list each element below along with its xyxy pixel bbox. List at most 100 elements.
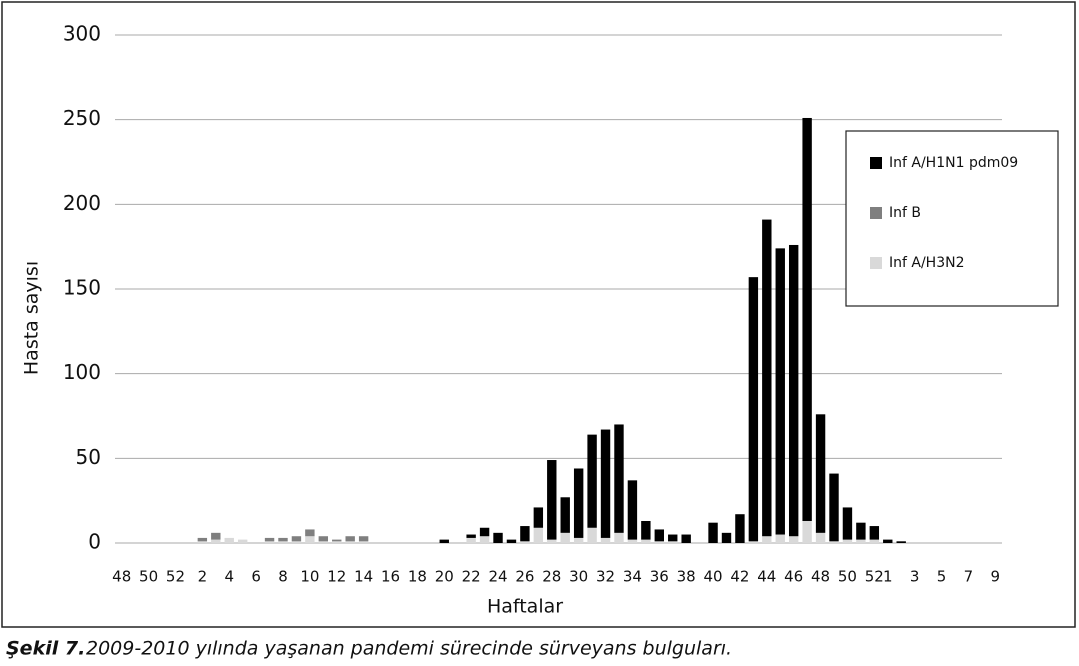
x-tick-label: 5	[937, 568, 947, 586]
bar-segment	[332, 541, 342, 543]
legend-label: Inf B	[889, 205, 921, 221]
bar-segment	[305, 536, 315, 543]
bar-segment	[278, 541, 288, 543]
bar-segment	[775, 248, 785, 535]
x-tick-label: 10	[300, 568, 319, 586]
bar-segment	[533, 507, 544, 528]
y-tick-label: 50	[76, 445, 101, 469]
bar-segment	[358, 536, 369, 542]
y-tick-label: 100	[63, 360, 101, 384]
legend-swatch	[870, 257, 882, 269]
bar-segment	[668, 534, 678, 542]
x-tick-label: 9	[991, 568, 1001, 586]
bar-segment	[869, 526, 880, 540]
bar-segment	[815, 532, 826, 543]
y-tick-label: 0	[88, 530, 101, 554]
bar-segment	[332, 539, 342, 542]
x-tick-label: 24	[488, 568, 507, 586]
x-tick-label: 28	[542, 568, 561, 586]
bar-segment	[547, 460, 557, 540]
x-tick-label: 3	[910, 568, 920, 586]
bar-segment	[654, 529, 664, 542]
bar-segment	[856, 539, 866, 543]
x-tick-label: 34	[623, 568, 642, 586]
bar-segment	[345, 536, 355, 542]
x-tick-label: 38	[677, 568, 696, 586]
bar-segment	[520, 541, 530, 543]
x-tick-label: 48	[811, 568, 830, 586]
bar-segment	[869, 539, 880, 543]
bar-segment	[681, 534, 691, 543]
x-tick-label: 48	[112, 568, 131, 586]
x-tick-label: 12	[327, 568, 346, 586]
bar-segment	[614, 424, 624, 533]
bar-segment	[493, 532, 503, 543]
bar-segment	[291, 536, 302, 542]
bar-segment	[197, 537, 208, 542]
bar-segment	[600, 429, 611, 538]
y-tick-label: 200	[63, 191, 101, 215]
bar-segment	[211, 532, 221, 540]
bar-segment	[439, 539, 449, 543]
bar-segment	[600, 537, 611, 543]
x-tick-label: 46	[784, 568, 803, 586]
bar-segment	[815, 414, 826, 533]
bar-segment	[587, 434, 597, 528]
bar-segment	[896, 541, 906, 543]
bar-segment	[560, 497, 570, 533]
bar-segment	[829, 541, 839, 543]
bar-segment	[237, 539, 248, 543]
bar-segment	[224, 537, 234, 543]
bar-segment	[278, 537, 288, 542]
bar-segment	[829, 473, 839, 542]
bar-segment	[291, 541, 302, 543]
caption: 2009-2010 yılında yaşanan pandemi süreci…	[86, 638, 732, 660]
caption-label: Şekil 7.	[6, 638, 85, 660]
bar-segment	[318, 536, 329, 542]
bar-segment	[345, 541, 355, 543]
bar-segment	[788, 536, 799, 543]
y-tick-label: 250	[63, 106, 101, 130]
x-tick-label: 32	[596, 568, 615, 586]
x-tick-label: 18	[408, 568, 427, 586]
bar-segment	[856, 522, 866, 540]
bar-segment	[318, 541, 329, 543]
bar-segment	[466, 534, 476, 538]
x-tick-label: 16	[381, 568, 400, 586]
x-tick-label: 1	[883, 568, 893, 586]
x-tick-label: 20	[435, 568, 454, 586]
bar-segment	[748, 277, 759, 542]
x-tick-label: 2	[198, 568, 208, 586]
bar-segment	[842, 507, 853, 540]
x-tick-label: 44	[757, 568, 776, 586]
y-tick-label: 300	[63, 22, 101, 46]
legend-swatch	[870, 207, 882, 219]
x-tick-label: 30	[569, 568, 588, 586]
bar-segment	[721, 532, 732, 543]
bar-segment	[614, 532, 624, 543]
bar-segment	[762, 219, 772, 537]
x-tick-label: 42	[730, 568, 749, 586]
bar-segment	[668, 541, 678, 543]
bar-segment	[735, 514, 745, 543]
x-tick-label: 26	[515, 568, 534, 586]
x-tick-label: 50	[838, 568, 857, 586]
bar-segment	[587, 527, 597, 543]
bar-segment	[762, 536, 772, 543]
bar-segment	[573, 468, 584, 538]
x-tick-label: 50	[139, 568, 158, 586]
bar-segment	[883, 539, 893, 543]
x-tick-label: 40	[704, 568, 723, 586]
bar-segment	[802, 520, 812, 543]
y-axis-title: Hasta sayısı	[21, 261, 43, 375]
bar-segment	[654, 541, 664, 543]
bar-segment	[842, 539, 853, 543]
bar-segment	[802, 117, 812, 521]
bar-segment	[708, 522, 718, 543]
bar-segment	[748, 541, 759, 543]
legend-swatch	[870, 157, 882, 169]
x-axis-title: Haftalar	[487, 596, 563, 618]
bar-segment	[358, 541, 369, 543]
x-tick-label: 6	[251, 568, 261, 586]
